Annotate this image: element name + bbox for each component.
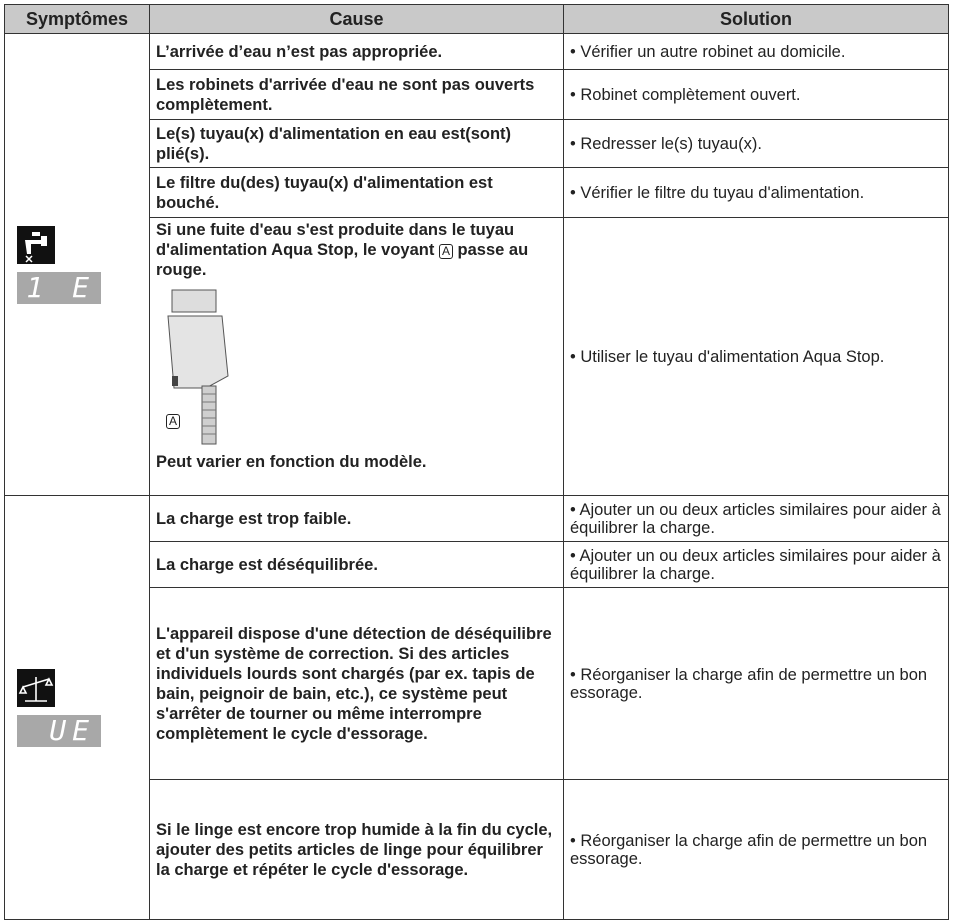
solution-cell: • Vérifier un autre robinet au domicile. [563,33,949,70]
cause-cell: Si une fuite d'eau s'est produite dans l… [149,217,564,496]
solution-cell: • Vérifier le filtre du tuyau d'alimenta… [563,167,949,218]
header-row: Symptômes Cause Solution [4,4,949,34]
figure: A [160,286,557,446]
table-row: La charge est déséquilibrée. • Ajouter un… [5,541,949,588]
symptom-icon [17,225,55,264]
header-cell: Symptômes [4,4,150,34]
cause-cell: Le filtre du(des) tuyau(x) d'alimentatio… [149,167,564,218]
solution-cell: • Robinet complètement ouvert. [563,69,949,120]
table-row: Les robinets d'arrivée d'eau ne sont pas… [5,69,949,120]
table-row: L'appareil dispose d'une détection de dé… [5,587,949,780]
error-code: 1 E [17,271,101,304]
cause-text: passe au rouge. [156,241,529,279]
figure-label: A [166,414,181,429]
solution-cell: • Utiliser le tuyau d'alimentation Aqua … [563,217,949,496]
marker: A [438,244,453,259]
cause-cell: La charge est déséquilibrée. [149,541,564,588]
cause-cell: Si le linge est encore trop humide à la … [149,779,564,920]
troubleshooting-table: Symptômes Cause Solution 1 E L’arrivée d’… [4,4,949,920]
header-cell: Solution [563,4,949,34]
solution-cell: • Réorganiser la charge afin de permettr… [563,779,949,920]
table-row: Si le linge est encore trop humide à la … [5,779,949,920]
cause-cell: Les robinets d'arrivée d'eau ne sont pas… [149,69,564,120]
cause-cell: L’arrivée d’eau n’est pas appropriée. [149,33,564,70]
cause-cell: Le(s) tuyau(x) d'alimentation en eau est… [149,119,564,168]
table-row: Le filtre du(des) tuyau(x) d'alimentatio… [5,167,949,218]
solution-cell: • Redresser le(s) tuyau(x). [563,119,949,168]
note: Peut varier en fonction du modèle. [156,453,427,471]
symptom-cell: UE [4,495,150,920]
cause-cell: L'appareil dispose d'une détection de dé… [149,587,564,780]
solution-cell: • Réorganiser la charge afin de permettr… [563,587,949,780]
aqua-stop-figure [167,289,229,445]
cause-text: Si une fuite d'eau s'est produite dans l… [156,221,515,259]
error-code: UE [17,714,101,747]
cause-cell: La charge est trop faible. [149,495,564,542]
cause-text: Si une fuite d'eau s'est produite dans l… [156,220,557,280]
table-row: Si une fuite d'eau s'est produite dans l… [5,217,949,496]
solution-cell: • Ajouter un ou deux articles similaires… [563,495,949,542]
solution-cell: • Ajouter un ou deux articles similaires… [563,541,949,588]
table-row: Le(s) tuyau(x) d'alimentation en eau est… [5,119,949,168]
table-row: UE La charge est trop faible. • Ajouter un… [4,495,949,920]
header-cell: Cause [149,4,564,34]
symptom-icon [17,668,55,707]
symptom-cell: 1 E [4,33,150,496]
table-row: 1 E L’arrivée d’eau n’est pas appropriée.… [4,33,949,496]
